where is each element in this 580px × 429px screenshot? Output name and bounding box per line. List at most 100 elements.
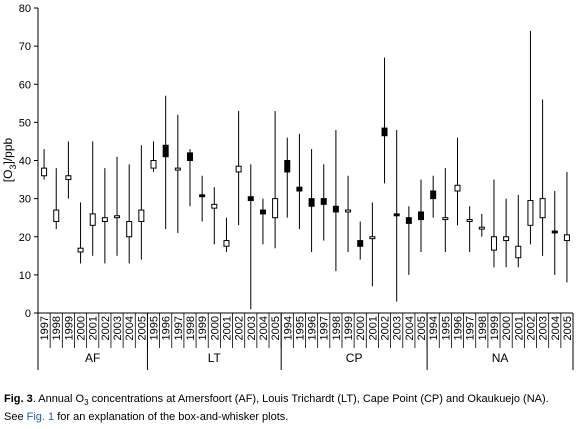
- x-tick-label: 1999: [197, 316, 209, 340]
- box: [138, 209, 145, 222]
- box: [551, 230, 558, 234]
- box: [381, 127, 388, 137]
- box: [199, 194, 206, 198]
- box: [223, 240, 230, 247]
- box: [259, 209, 266, 215]
- box: [101, 217, 108, 222]
- box: [41, 167, 48, 177]
- x-tick-label: 2001: [513, 316, 525, 340]
- box: [539, 198, 546, 219]
- x-tick-label: 2001: [88, 316, 100, 340]
- caption-text: See: [4, 411, 27, 424]
- y-tick-label: 80: [19, 3, 31, 15]
- box: [284, 160, 291, 173]
- box: [308, 198, 315, 207]
- caption-label: Fig. 3: [4, 393, 33, 405]
- box: [211, 203, 218, 209]
- x-tick-label: 2002: [380, 316, 392, 340]
- box: [320, 198, 327, 205]
- y-tick-label: 0: [25, 308, 31, 320]
- box: [272, 198, 279, 219]
- y-tick-label: 50: [19, 117, 31, 129]
- y-label-part: ]/ppb: [1, 137, 15, 164]
- x-tick-label: 2001: [221, 316, 233, 340]
- box: [357, 240, 364, 247]
- y-tick-label: 10: [19, 270, 31, 282]
- y-tick-label: 60: [19, 79, 31, 91]
- group-label: CP: [346, 351, 363, 365]
- x-tick-label: 1997: [319, 316, 331, 340]
- x-tick-label: 1995: [440, 316, 452, 340]
- box: [442, 217, 449, 221]
- x-tick-label: 1997: [173, 316, 185, 340]
- box: [430, 190, 437, 200]
- x-tick-label: 2005: [136, 316, 148, 340]
- x-tick-label: 1999: [489, 316, 501, 340]
- y-tick-label: 30: [19, 194, 31, 206]
- x-tick-label: 2002: [234, 316, 246, 340]
- box: [369, 236, 376, 240]
- box: [114, 215, 121, 219]
- x-tick-label: 1997: [465, 316, 477, 340]
- x-tick-label: 1994: [428, 316, 440, 340]
- x-tick-label: 2000: [76, 316, 88, 340]
- box: [515, 245, 522, 259]
- box: [405, 217, 412, 224]
- x-tick-label: 2003: [246, 316, 258, 340]
- x-tick-label: 2000: [355, 316, 367, 340]
- x-tick-label: 2003: [112, 316, 124, 340]
- box: [89, 213, 96, 226]
- y-tick-label: 70: [19, 41, 31, 53]
- box: [345, 209, 352, 213]
- y-label-sub: 3: [8, 165, 18, 170]
- group-label: NA: [492, 351, 509, 365]
- box: [418, 211, 425, 221]
- box: [162, 144, 169, 158]
- x-tick-label: 1999: [63, 316, 75, 340]
- box: [77, 247, 84, 253]
- x-tick-label: 1996: [307, 316, 319, 340]
- caption-text: . Annual O: [32, 393, 85, 405]
- x-tick-label: 2003: [538, 316, 550, 340]
- y-axis-label: [O3]/ppb: [1, 137, 18, 182]
- box: [150, 160, 157, 169]
- x-tick-label: 1998: [51, 316, 63, 340]
- x-tick-label: 2001: [367, 316, 379, 340]
- x-tick-label: 1995: [149, 316, 161, 340]
- x-tick-label: 2004: [124, 316, 136, 340]
- caption-text: concentrations at Amersfoort (AF), Louis…: [88, 393, 549, 405]
- box: [296, 186, 303, 192]
- x-tick-label: 2000: [501, 316, 513, 340]
- x-tick-label: 1995: [294, 316, 306, 340]
- x-tick-label: 2005: [416, 316, 428, 340]
- box: [478, 226, 485, 230]
- x-tick-label: 2005: [270, 316, 282, 340]
- x-tick-label: 1994: [282, 316, 294, 340]
- box: [174, 167, 181, 171]
- box: [527, 200, 534, 226]
- y-tick-label: 20: [19, 232, 31, 244]
- y-label-part: [O: [1, 170, 15, 183]
- box: [466, 219, 473, 222]
- x-tick-label: 1998: [477, 316, 489, 340]
- box: [186, 152, 193, 161]
- group-label: AF: [85, 351, 100, 365]
- box: [563, 234, 570, 242]
- x-tick-label: 2005: [562, 316, 574, 340]
- figure-link[interactable]: Fig. 1: [26, 411, 55, 424]
- x-tick-label: 2003: [392, 316, 404, 340]
- box: [393, 213, 400, 217]
- x-tick-label: 1996: [161, 316, 173, 340]
- x-tick-label: 1997: [39, 316, 51, 340]
- x-tick-label: 2004: [404, 316, 416, 340]
- box: [65, 175, 72, 181]
- x-tick-label: 1996: [452, 316, 464, 340]
- group-label: LT: [208, 351, 222, 365]
- box: [332, 205, 339, 213]
- box: [53, 209, 60, 222]
- box: [126, 221, 133, 238]
- caption-text: for an explanation of the box-and-whiske…: [54, 411, 289, 424]
- x-tick-label: 2002: [100, 316, 112, 340]
